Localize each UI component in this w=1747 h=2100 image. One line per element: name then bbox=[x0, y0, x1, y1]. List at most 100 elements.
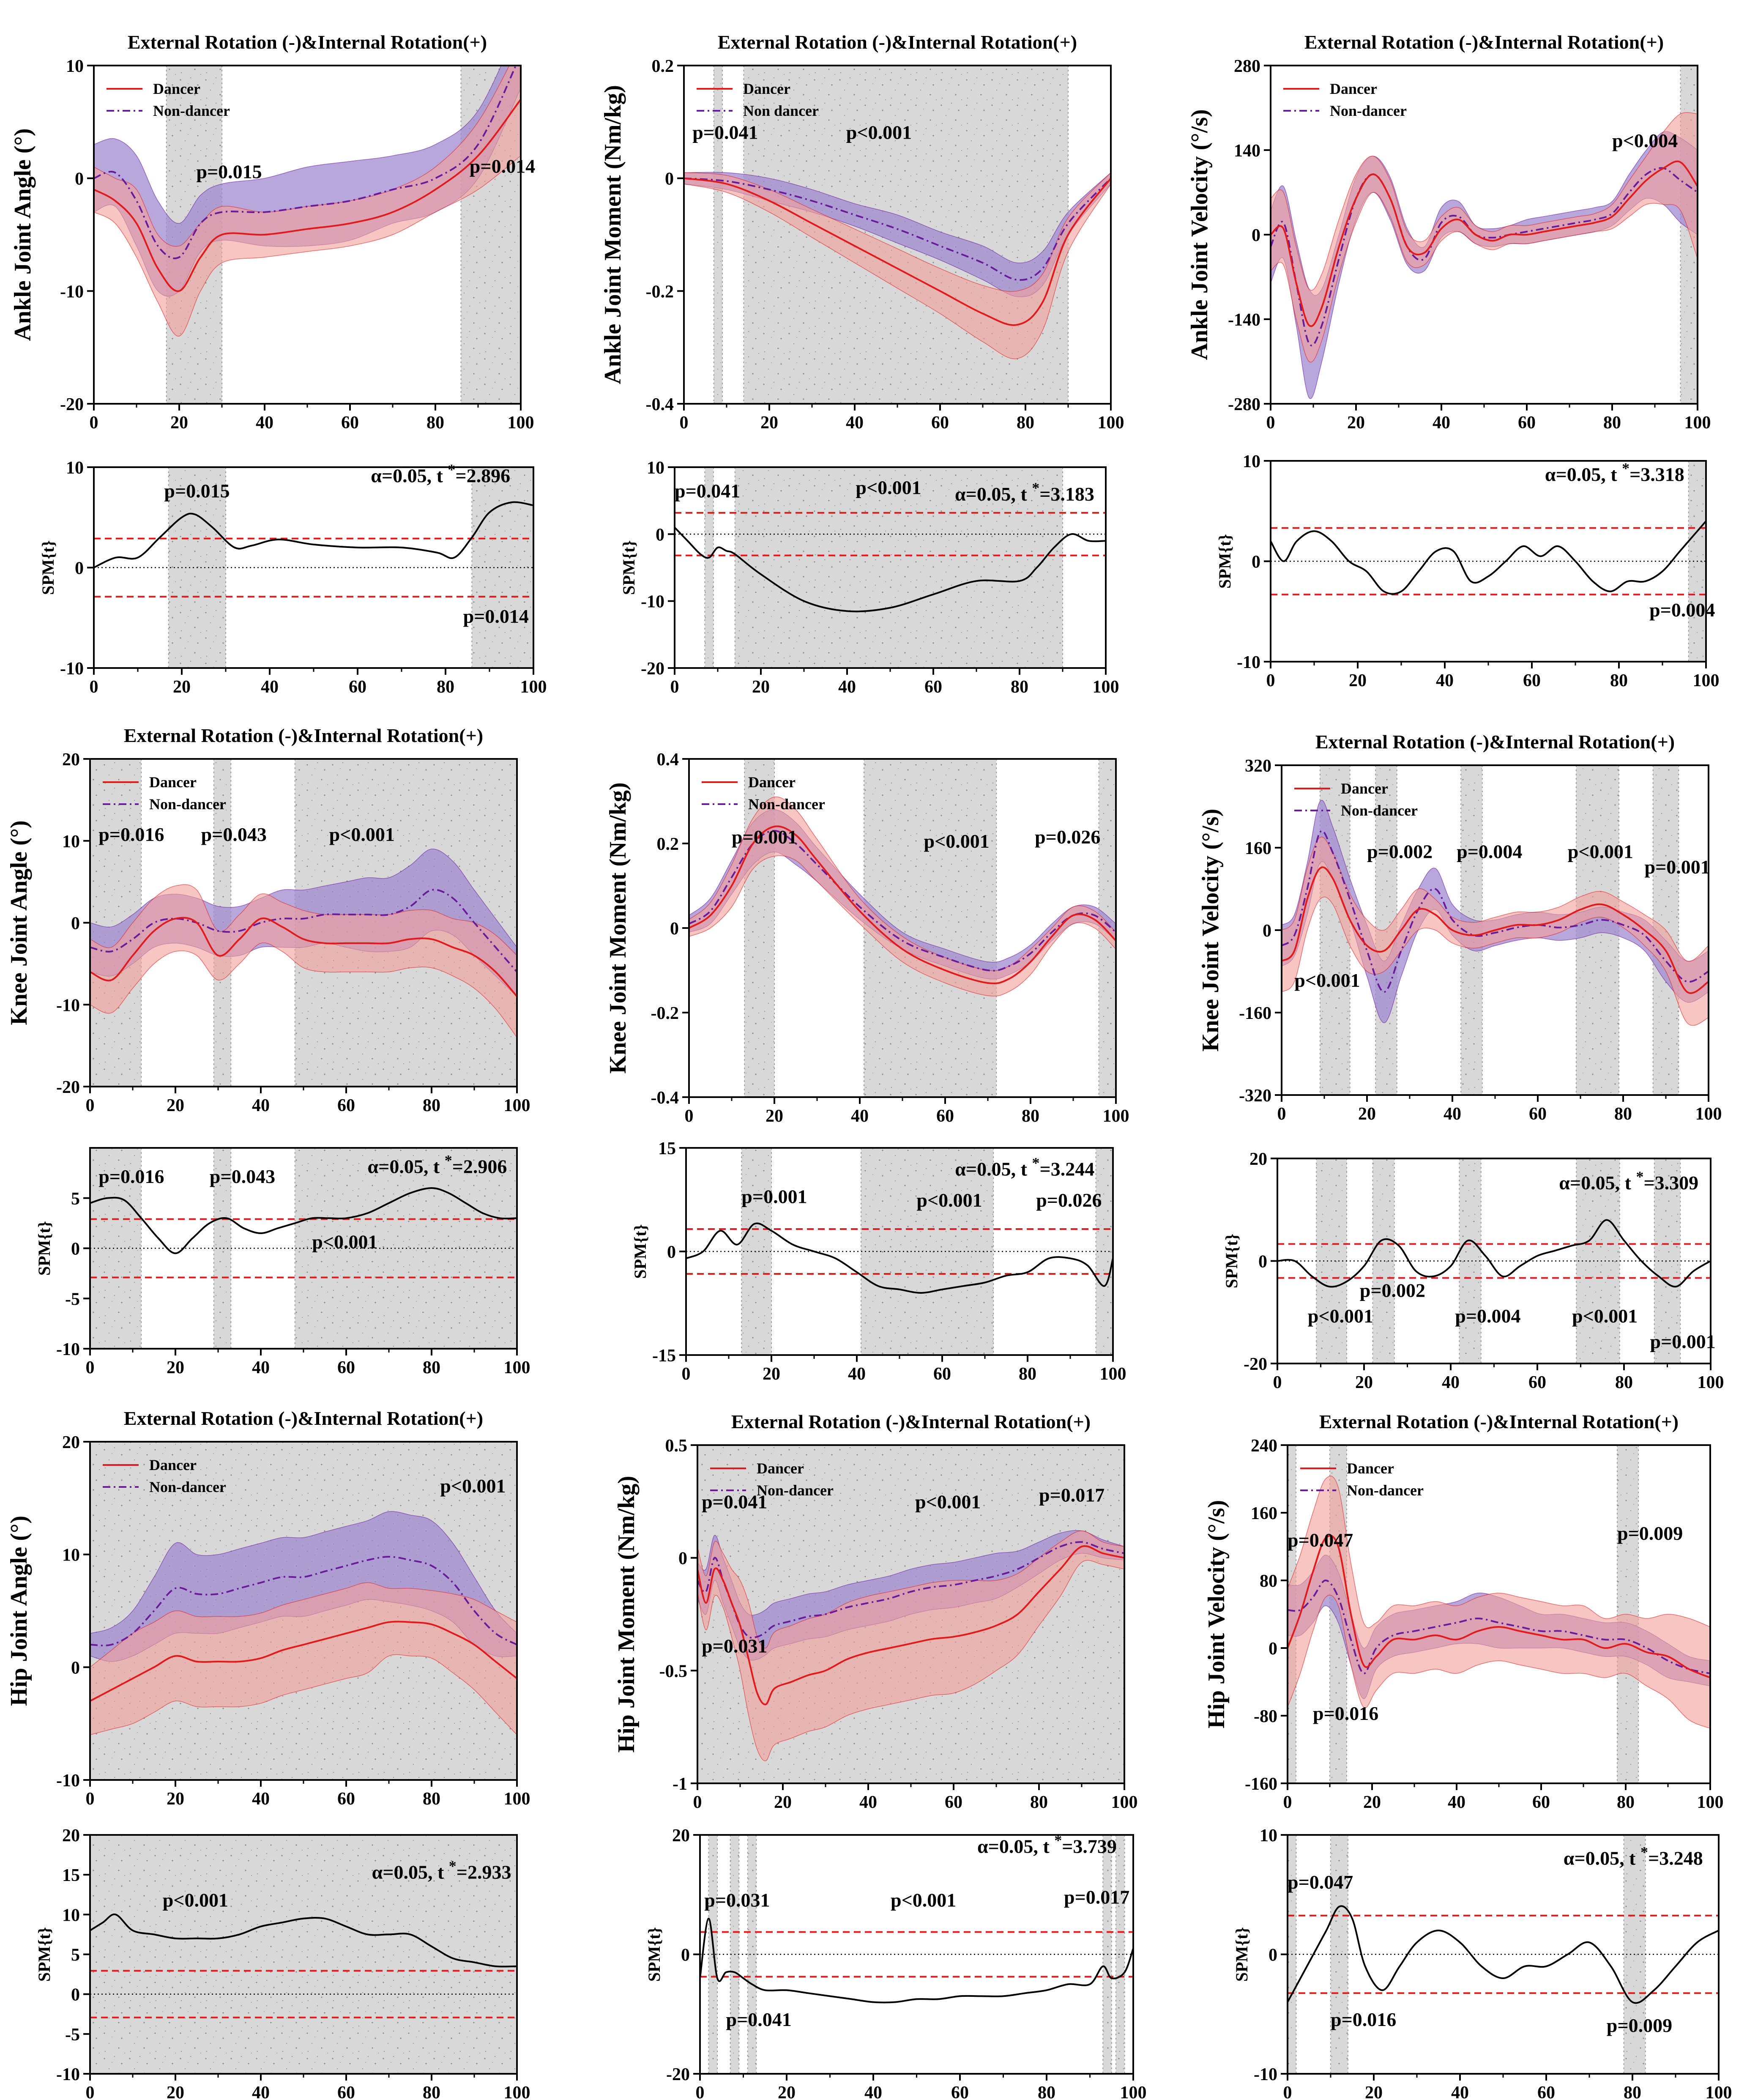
panel-ankle-angle: 0 20 40 60 80 100 -20 -10 0 10 Ankle Joint Angle (… bbox=[10, 31, 535, 433]
annotation-1: p=0.004 bbox=[1649, 599, 1715, 621]
annotation-2: α=0.05, t *=2.906 bbox=[368, 1152, 507, 1177]
y-axis-label: SPM{t} bbox=[1215, 534, 1234, 589]
significant-cluster-0 bbox=[714, 66, 722, 404]
chart-title: External Rotation (-)&Internal Rotation(… bbox=[1304, 31, 1664, 53]
sd-band-dancer bbox=[684, 172, 1111, 359]
y-tick-label: 160 bbox=[1245, 839, 1271, 858]
annotation-0: p<0.001 bbox=[163, 1889, 228, 1911]
x-tick-label: 20 bbox=[167, 1358, 184, 1377]
y-axis-label: SPM{t} bbox=[35, 1221, 54, 1276]
panel-knee-moment: 0 20 40 60 80 100 -0.4 -0.2 0 0.2 0.4 Knee Joint Mo… bbox=[605, 750, 1129, 1126]
annotation-1: p<0.001 bbox=[891, 1889, 956, 1911]
y-tick-label: 5 bbox=[71, 1946, 80, 1965]
x-tick-label: 80 bbox=[1615, 1373, 1633, 1392]
y-tick-label: 0 bbox=[1252, 553, 1260, 572]
annotation-1: p<0.001 bbox=[846, 121, 912, 143]
annotation-0: p=0.001 bbox=[741, 1186, 807, 1207]
x-tick-label: 60 bbox=[1532, 1793, 1550, 1812]
y-tick-label: 0 bbox=[656, 525, 664, 545]
x-tick-label: 0 bbox=[696, 2083, 705, 2100]
x-tick-label: 80 bbox=[1603, 413, 1621, 433]
y-axis-label: SPM{t} bbox=[38, 540, 57, 595]
y-tick-label: 10 bbox=[1243, 452, 1260, 471]
x-tick-label: 100 bbox=[1098, 413, 1124, 433]
mean-line-dancer bbox=[90, 1621, 517, 1702]
y-axis-label: Hip Joint Angle (°) bbox=[6, 1516, 32, 1706]
x-tick-label: 60 bbox=[337, 1358, 355, 1377]
significant-cluster-1 bbox=[735, 467, 1063, 668]
x-tick-label: 0 bbox=[86, 1096, 95, 1115]
y-axis-label: Hip Joint Velocity (°/s) bbox=[1203, 1500, 1230, 1728]
y-tick-label: -10 bbox=[641, 592, 664, 612]
spm-t-curve bbox=[675, 527, 1106, 613]
x-tick-label: 80 bbox=[1019, 1364, 1036, 1384]
y-tick-label: 0.2 bbox=[657, 835, 679, 854]
y-tick-label: 0 bbox=[681, 1946, 690, 1965]
significant-cluster-2 bbox=[1459, 1158, 1481, 1363]
x-tick-label: 20 bbox=[173, 677, 191, 697]
panel-ankle-angle-spm: 0 20 40 60 80 100 -10 0 10 SPM{t} p=0.015 α=0.05, t… bbox=[38, 458, 547, 697]
legend-label-non-dancer: Non-dancer bbox=[748, 796, 825, 813]
y-axis-label: SPM{t} bbox=[645, 1927, 664, 1982]
x-tick-label: 100 bbox=[520, 677, 547, 697]
y-tick-label: 10 bbox=[66, 458, 84, 478]
legend-label-non-dancer: Non-dancer bbox=[153, 102, 230, 119]
x-tick-label: 80 bbox=[423, 1789, 440, 1809]
x-tick-label: 0 bbox=[1273, 1373, 1282, 1392]
y-tick-label: -0.5 bbox=[659, 1662, 688, 1681]
x-tick-label: 100 bbox=[504, 1789, 530, 1809]
x-tick-label: 20 bbox=[167, 2083, 184, 2100]
x-tick-label: 0 bbox=[1283, 1793, 1292, 1812]
annotation-3: p=0.004 bbox=[1455, 1305, 1520, 1327]
x-tick-label: 40 bbox=[252, 1358, 270, 1377]
x-tick-label: 80 bbox=[423, 2083, 440, 2100]
annotation-1: α=0.05, t *=3.244 bbox=[955, 1154, 1094, 1180]
y-tick-label: 0 bbox=[1263, 921, 1271, 941]
significant-cluster-2 bbox=[747, 1835, 757, 2074]
y-tick-label: 10 bbox=[62, 1906, 80, 1925]
legend: Dancer Non-dancer bbox=[710, 1460, 834, 1499]
annotation-3: p=0.031 bbox=[702, 1635, 767, 1657]
annotation-0: p=0.002 bbox=[1367, 841, 1433, 862]
mean-line-dancer bbox=[90, 917, 517, 997]
y-axis-label: Knee Joint Velocity (°/s) bbox=[1197, 809, 1224, 1052]
x-tick-label: 60 bbox=[1528, 1373, 1546, 1392]
panel-hip-angle-spm: 0 20 40 60 80 100 -10 -5 0 5 10 15 20 SPM{t} p<0.001 α=… bbox=[35, 1826, 530, 2100]
panel-knee-angle-spm: 0 20 40 60 80 100 -10 -5 0 5 SPM{t} p=0.016 p=0.043 α… bbox=[35, 1147, 530, 1377]
spm-t-curve bbox=[94, 501, 533, 569]
x-tick-label: 100 bbox=[1693, 671, 1720, 690]
x-tick-label: 100 bbox=[504, 2083, 530, 2100]
x-tick-label: 60 bbox=[349, 677, 366, 697]
mean-line-dancer bbox=[689, 825, 1116, 984]
annotation-0: p=0.041 bbox=[692, 121, 758, 143]
x-tick-label: 0 bbox=[90, 677, 98, 697]
annotation-1: α=0.05, t *=2.933 bbox=[372, 1858, 511, 1883]
plot-area bbox=[684, 66, 1111, 404]
x-tick-label: 100 bbox=[1698, 1373, 1724, 1392]
panel-knee-moment-spm: 0 20 40 60 80 100 -15 0 15 SPM{t} p=0.001 α=0.05, t… bbox=[631, 1139, 1126, 1384]
annotation-1: α=0.05, t *=3.248 bbox=[1564, 1844, 1703, 1869]
plot-area bbox=[94, 66, 521, 404]
mean-line-non-dancer bbox=[90, 1555, 517, 1646]
spm-t-curve bbox=[700, 1917, 1133, 2004]
x-tick-label: 20 bbox=[760, 413, 778, 433]
y-tick-label: -10 bbox=[1254, 2065, 1277, 2084]
y-tick-label: 160 bbox=[1251, 1504, 1277, 1523]
y-tick-label: -20 bbox=[1244, 1355, 1267, 1374]
y-tick-label: 10 bbox=[1260, 1826, 1277, 1845]
x-tick-label: 20 bbox=[1358, 1104, 1376, 1124]
y-axis-label: SPM{t} bbox=[35, 1927, 54, 1982]
y-axis-label: Knee Joint Moment (Nm/kg) bbox=[605, 782, 631, 1073]
mean-line-dancer bbox=[697, 1545, 1124, 1706]
x-tick-label: 40 bbox=[1444, 1104, 1461, 1124]
legend-label-non-dancer: Non-dancer bbox=[149, 1478, 226, 1495]
annotation-0: p<0.001 bbox=[440, 1475, 506, 1497]
x-tick-label: 0 bbox=[1266, 413, 1275, 433]
x-tick-label: 20 bbox=[766, 1106, 783, 1126]
x-tick-label: 0 bbox=[680, 413, 689, 433]
x-tick-label: 80 bbox=[1022, 1106, 1039, 1126]
x-tick-label: 60 bbox=[337, 2083, 355, 2100]
annotation-1: p=0.043 bbox=[210, 1166, 275, 1187]
y-tick-label: 0 bbox=[1269, 1639, 1277, 1659]
x-tick-label: 60 bbox=[341, 413, 359, 433]
